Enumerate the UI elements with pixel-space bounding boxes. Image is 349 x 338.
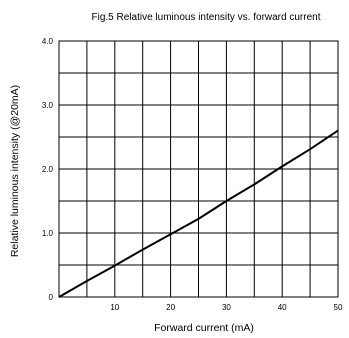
y-tick-label: 3.0 [42, 101, 54, 110]
x-axis-ticks: 10 20 30 40 50 [110, 303, 343, 312]
chart-title: Fig.5 Relative luminous intensity vs. fo… [92, 12, 321, 23]
y-axis-ticks: 0 1.0 2.0 3.0 4.0 [42, 37, 54, 302]
plot-frame [58, 40, 339, 298]
y-tick-label: 1.0 [42, 229, 54, 238]
series-layer [58, 129, 339, 298]
x-axis-label: Forward current (mA) [154, 322, 254, 334]
x-tick-label: 10 [110, 303, 119, 312]
y-tick-label: 0 [49, 293, 54, 302]
y-tick-label: 2.0 [42, 165, 54, 174]
y-tick-label: 4.0 [42, 37, 54, 46]
x-tick-label: 30 [222, 303, 231, 312]
series-line [58, 129, 339, 298]
y-axis-label: Relative luminous intensity (@20mA) [9, 85, 21, 257]
grid [59, 41, 338, 297]
x-tick-label: 40 [278, 303, 287, 312]
x-tick-label: 20 [166, 303, 175, 312]
x-tick-label: 50 [334, 303, 343, 312]
